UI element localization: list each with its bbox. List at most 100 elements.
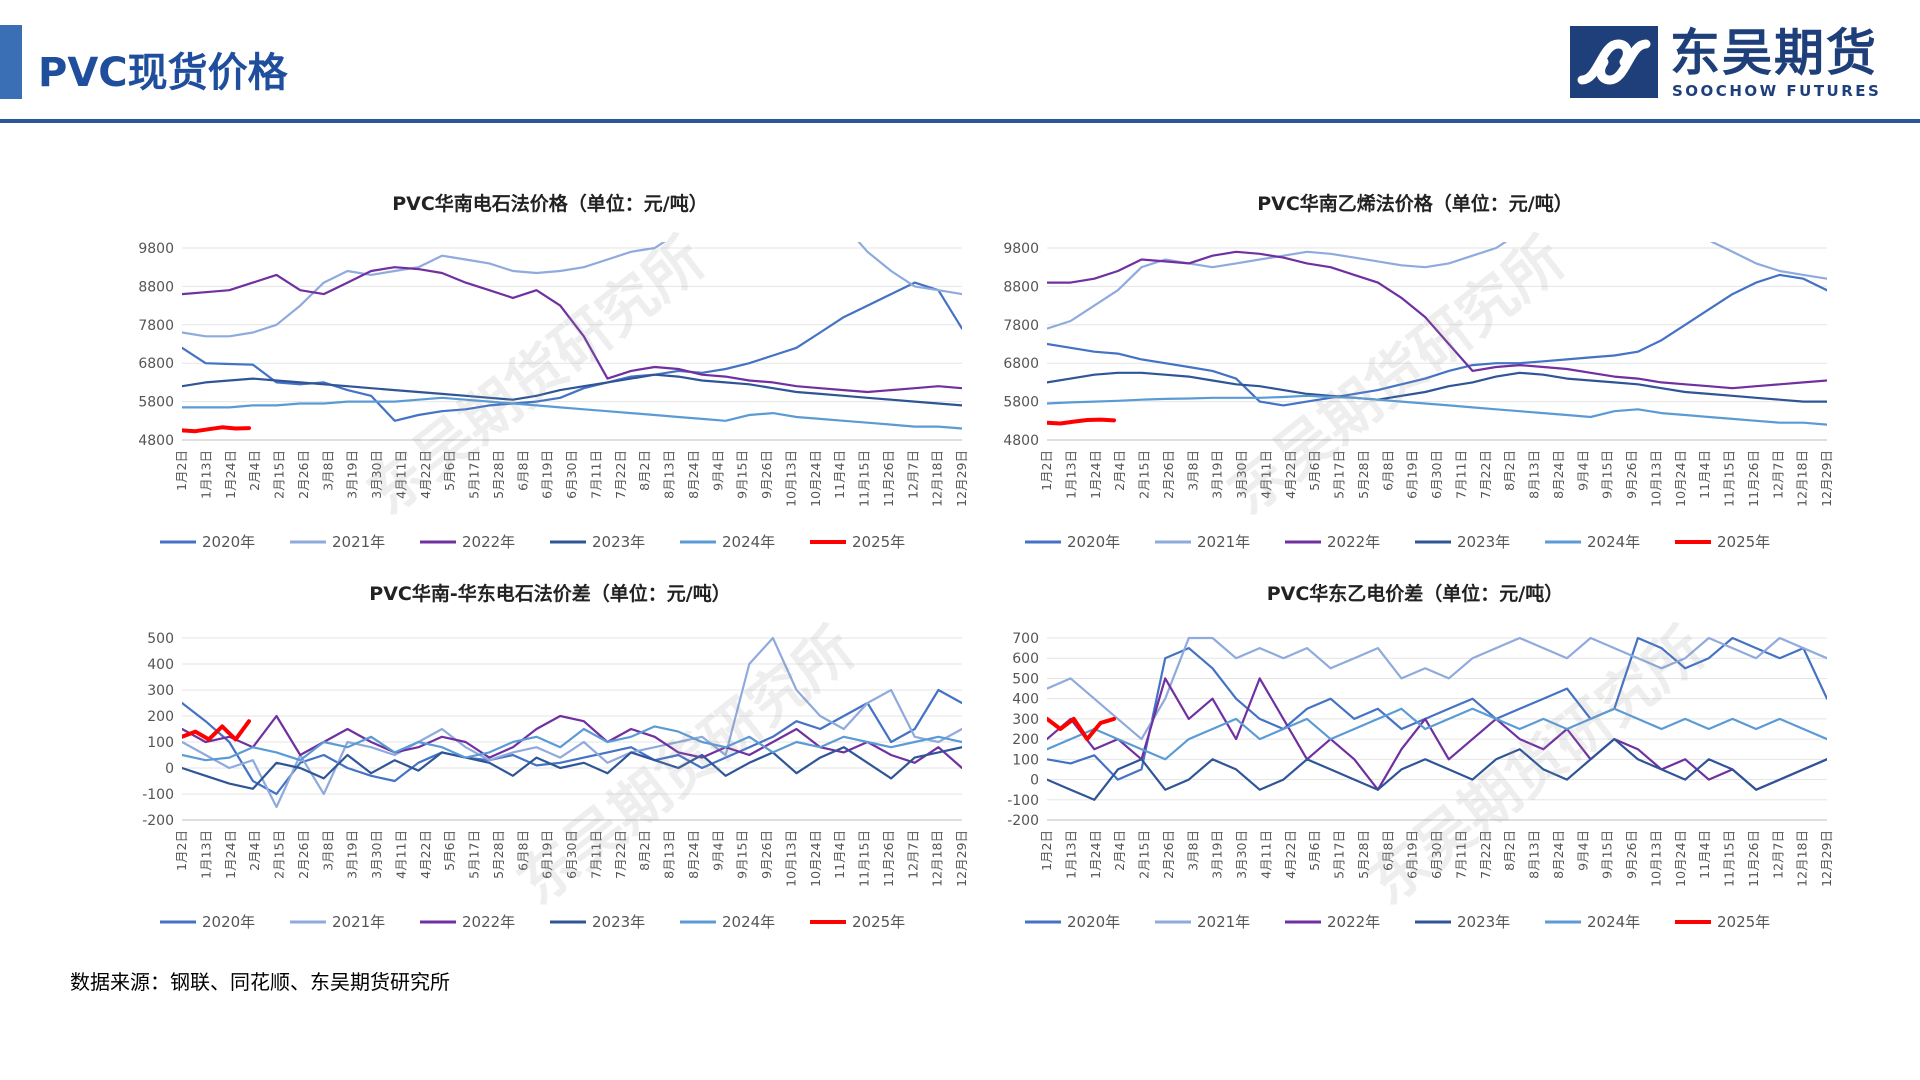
- x-tick-label: 5月17日: [1332, 830, 1347, 879]
- x-tick-label: 1月13日: [198, 450, 213, 499]
- series-line-2020年: [182, 281, 962, 422]
- legend-label: 2025年: [1717, 913, 1770, 931]
- x-tick-label: 6月19日: [540, 450, 555, 499]
- x-tick-label: 6月19日: [540, 830, 555, 879]
- x-tick-label: 10月13日: [783, 830, 798, 887]
- legend-label: 2020年: [202, 533, 255, 551]
- x-tick-label: 11月26日: [881, 830, 896, 887]
- y-tick-label: 8800: [138, 279, 174, 295]
- legend-label: 2024年: [1587, 913, 1640, 931]
- x-tick-label: 7月11日: [1453, 450, 1468, 499]
- x-tick-label: 8月2日: [637, 450, 652, 491]
- chart-south-carbide-price: PVC华南电石法价格（单位：元/吨） 9800 8800 7800 6800 5800 48…: [120, 180, 980, 560]
- chart-east-ethylene-carbide-spread: PVC华东乙电价差（单位：元/吨） 700 600 500 400 300 200 100 0 -…: [985, 570, 1845, 940]
- x-tick-label: 6月8日: [1380, 450, 1395, 491]
- y-tick-label: 4800: [1003, 433, 1039, 449]
- y-tick-label: 4800: [138, 433, 174, 449]
- x-tick-label: 5月28日: [1356, 450, 1371, 499]
- x-tick-label: 10月24日: [1673, 830, 1688, 887]
- x-tick-label: 2月15日: [1137, 450, 1152, 499]
- series-line-2023年: [182, 746, 962, 790]
- y-tick-label: -200: [142, 813, 174, 829]
- y-tick-label: 7800: [138, 318, 174, 334]
- legend-label: 2020年: [1067, 533, 1120, 551]
- y-tick-label: 6800: [138, 356, 174, 372]
- y-tick-label: 700: [1012, 631, 1039, 647]
- series-line-2025年: [182, 425, 251, 434]
- series-line-2022年: [1047, 677, 1827, 791]
- series-line-2021年: [1047, 636, 1827, 741]
- y-tick-label: 200: [1012, 732, 1039, 748]
- y-tick-label: -100: [142, 787, 174, 803]
- x-tick-label: 2月4日: [1112, 450, 1127, 491]
- x-tick-label: 9月4日: [710, 450, 725, 491]
- x-tick-label: 7月11日: [588, 830, 603, 879]
- legend-label: 2020年: [202, 913, 255, 931]
- x-tick-label: 11月4日: [1697, 830, 1712, 879]
- x-tick-label: 7月22日: [1478, 830, 1493, 879]
- legend-label: 2023年: [1457, 913, 1510, 931]
- x-tick-label: 5月17日: [467, 830, 482, 879]
- x-tick-label: 12月29日: [1819, 450, 1834, 507]
- x-tick-label: 1月2日: [174, 450, 189, 491]
- x-tick-label: 6月30日: [564, 450, 579, 499]
- legend-label: 2022年: [462, 533, 515, 551]
- x-tick-label: 11月4日: [832, 830, 847, 879]
- plot-area: [182, 636, 962, 809]
- legend-label: 2021年: [332, 533, 385, 551]
- x-tick-label: 5月17日: [467, 450, 482, 499]
- x-tick-label: 1月13日: [1063, 450, 1078, 499]
- legend-label: 2024年: [722, 913, 775, 931]
- x-tick-label: 9月26日: [1624, 830, 1639, 879]
- header-divider: [0, 119, 1920, 123]
- x-tick-label: 1月24日: [1088, 830, 1103, 879]
- x-tick-label: 5月28日: [491, 830, 506, 879]
- x-tick-label: 2月26日: [296, 830, 311, 879]
- y-tick-label: 300: [1012, 712, 1039, 728]
- x-tick-label: 5月6日: [1307, 450, 1322, 491]
- soochow-logo-icon: [1570, 26, 1658, 98]
- x-tick-label: 12月7日: [905, 450, 920, 499]
- series-line-2024年: [182, 725, 962, 762]
- x-tick-label: 7月11日: [1453, 830, 1468, 879]
- x-tick-label: 11月15日: [1722, 450, 1737, 507]
- x-tick-label: 5月28日: [1356, 830, 1371, 879]
- x-tick-label: 12月29日: [954, 830, 969, 887]
- x-tick-label: 3月19日: [1210, 450, 1225, 499]
- x-tick-label: 7月22日: [1478, 450, 1493, 499]
- y-tick-label: 300: [147, 683, 174, 699]
- x-tick-label: 6月30日: [1429, 830, 1444, 879]
- x-tick-label: 10月13日: [1648, 450, 1663, 507]
- legend-label: 2022年: [1327, 533, 1380, 551]
- chart-title: PVC华南乙烯法价格（单位：元/吨）: [1257, 192, 1573, 215]
- x-tick-label: 10月13日: [1648, 830, 1663, 887]
- y-tick-label: 9800: [138, 241, 174, 257]
- x-tick-label: 7月22日: [613, 830, 628, 879]
- x-tick-label: 9月4日: [1575, 450, 1590, 491]
- series-line-2024年: [182, 396, 962, 430]
- logo-english-name: SOOCHOW FUTURES: [1672, 82, 1882, 100]
- legend-label: 2023年: [592, 533, 645, 551]
- x-tick-label: 4月22日: [1283, 830, 1298, 879]
- x-tick-label: 2月4日: [1112, 830, 1127, 871]
- x-tick-label: 5月28日: [491, 450, 506, 499]
- x-tick-label: 11月15日: [1722, 830, 1737, 887]
- logo-chinese-name: 东吴期货: [1670, 24, 1878, 82]
- series-line-2022年: [182, 714, 962, 770]
- legend-label: 2022年: [462, 913, 515, 931]
- y-tick-label: 0: [165, 761, 174, 777]
- x-tick-label: 2月15日: [272, 450, 287, 499]
- chart-south-ethylene-price: PVC华南乙烯法价格（单位：元/吨） 9800 8800 7800 6800 5800 48…: [985, 180, 1845, 560]
- y-tick-label: 7800: [1003, 318, 1039, 334]
- chart-title: PVC华东乙电价差（单位：元/吨）: [1267, 582, 1564, 605]
- x-tick-label: 8月24日: [686, 450, 701, 499]
- chart-title: PVC华南电石法价格（单位：元/吨）: [392, 192, 708, 215]
- x-tick-label: 5月17日: [1332, 450, 1347, 499]
- x-tick-label: 3月19日: [345, 830, 360, 879]
- series-line-2023年: [182, 373, 962, 407]
- y-tick-label: 8800: [1003, 279, 1039, 295]
- x-tick-label: 8月2日: [1502, 830, 1517, 871]
- y-tick-label: 5800: [1003, 395, 1039, 411]
- x-tick-label: 11月26日: [1746, 830, 1761, 887]
- y-tick-label: 500: [147, 631, 174, 647]
